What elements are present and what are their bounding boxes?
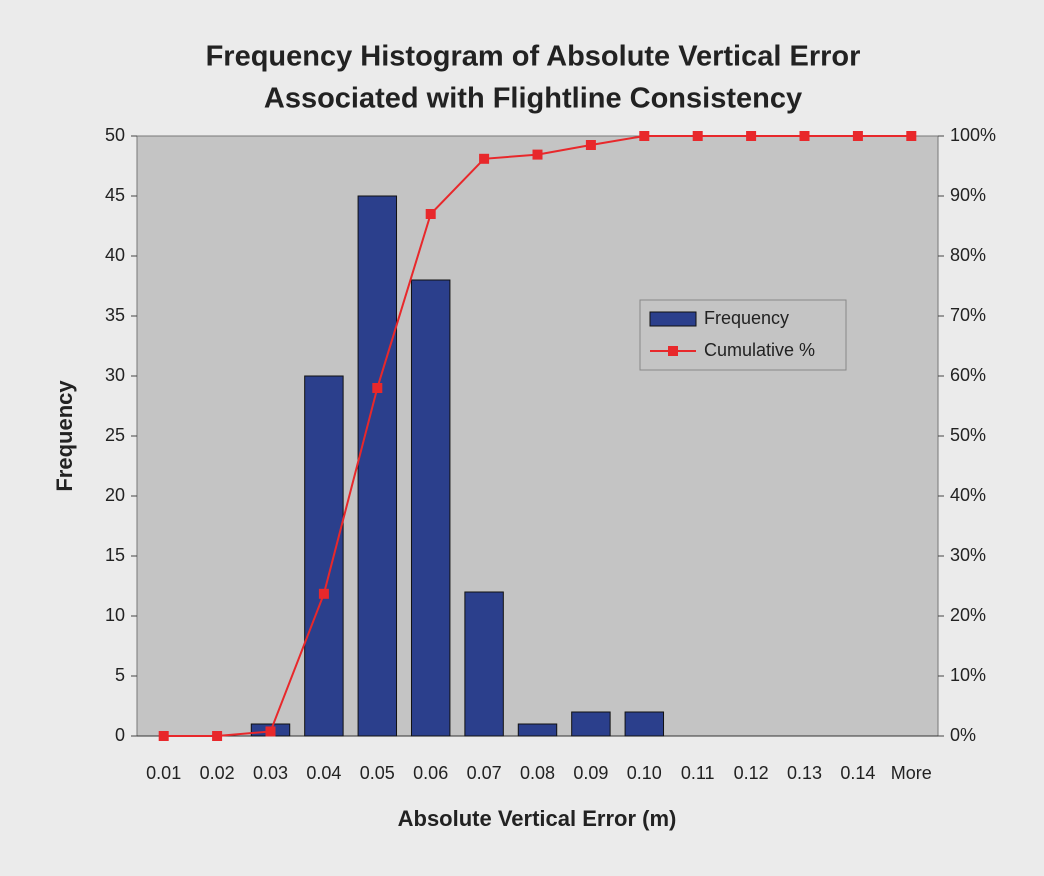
bar	[357, 195, 398, 737]
marker	[212, 731, 223, 741]
y2-tick-label: 40%	[950, 485, 986, 505]
x-tick-label: 0.13	[787, 763, 822, 783]
bar	[304, 375, 344, 737]
marker	[852, 131, 863, 141]
y-tick-label: 10	[105, 605, 125, 625]
y-tick-label: 50	[105, 125, 125, 145]
x-tick-label: More	[891, 763, 932, 783]
y2-tick-label: 60%	[950, 365, 986, 385]
bar	[464, 591, 504, 737]
legend-swatch	[668, 346, 678, 356]
bar	[624, 711, 665, 737]
x-tick-label: 0.05	[360, 763, 395, 783]
marker	[372, 383, 383, 393]
x-tick-label: 0.09	[573, 763, 608, 783]
plot-area	[136, 135, 939, 737]
y2-tick-label: 70%	[950, 305, 986, 325]
marker	[532, 149, 543, 160]
x-tick-label: 0.12	[734, 763, 769, 783]
y-tick-label: 15	[105, 545, 125, 565]
x-tick-label: 0.10	[627, 763, 662, 783]
y-tick-label: 40	[105, 245, 125, 265]
marker	[425, 209, 436, 219]
y-tick-label: 0	[115, 725, 125, 745]
legend-label: Frequency	[704, 308, 789, 328]
x-tick-label: 0.07	[467, 763, 502, 783]
y2-tick-label: 30%	[950, 545, 986, 565]
x-tick-label: 0.14	[840, 763, 875, 783]
x-tick-label: 0.04	[306, 763, 341, 783]
y-tick-label: 35	[105, 305, 125, 325]
y-tick-label: 5	[115, 665, 125, 685]
marker	[692, 131, 703, 141]
legend-label: Cumulative %	[704, 340, 815, 360]
y-tick-label: 20	[105, 485, 125, 505]
y-tick-label: 45	[105, 185, 125, 205]
y-tick-label: 30	[105, 365, 125, 385]
marker	[265, 726, 276, 737]
marker	[799, 131, 810, 141]
y2-tick-label: 10%	[950, 665, 986, 685]
x-axis-title: Absolute Vertical Error (m)	[398, 806, 677, 831]
marker	[746, 131, 757, 141]
x-tick-label: 0.01	[146, 763, 181, 783]
y2-tick-label: 50%	[950, 425, 986, 445]
marker	[318, 588, 329, 599]
y2-tick-label: 0%	[950, 725, 976, 745]
marker	[639, 131, 650, 141]
x-tick-label: 0.02	[200, 763, 235, 783]
y2-tick-label: 80%	[950, 245, 986, 265]
marker	[479, 153, 490, 164]
marker	[158, 731, 169, 741]
bar	[517, 723, 558, 737]
marker	[906, 131, 917, 141]
legend-swatch	[649, 311, 697, 327]
y-axis-title: Frequency	[52, 380, 77, 492]
y2-tick-label: 20%	[950, 605, 986, 625]
marker	[585, 140, 596, 150]
x-tick-label: 0.08	[520, 763, 555, 783]
bar	[571, 711, 611, 737]
chart-title: Frequency Histogram of Absolute Vertical…	[206, 41, 861, 73]
y-tick-label: 25	[105, 425, 125, 445]
x-tick-label: 0.06	[413, 763, 448, 783]
y2-tick-label: 90%	[950, 185, 986, 205]
x-tick-label: 0.11	[681, 763, 715, 783]
chart-title: Associated with Flightline Consistency	[264, 83, 802, 115]
x-tick-label: 0.03	[253, 763, 288, 783]
y2-tick-label: 100%	[950, 125, 996, 145]
bar	[410, 279, 451, 737]
